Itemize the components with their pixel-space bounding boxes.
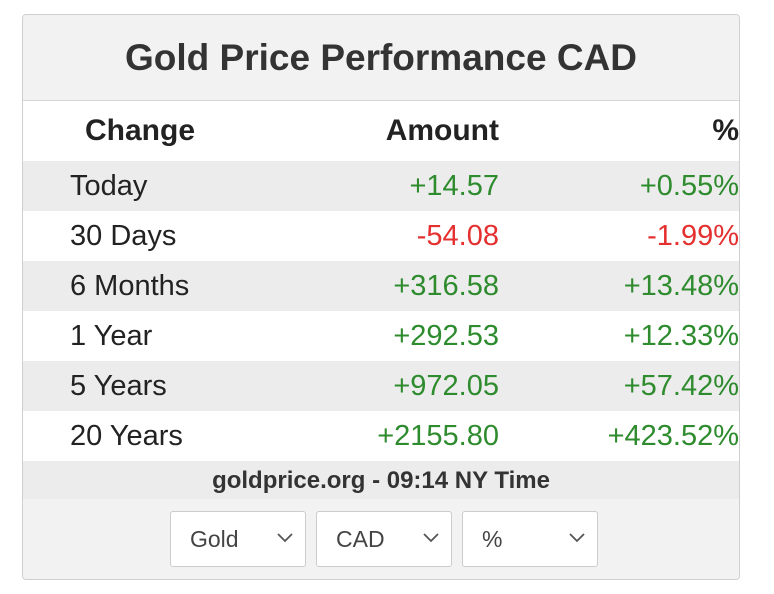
source-timestamp: goldprice.org - 09:14 NY Time	[23, 461, 739, 499]
table-row: 20 Years +2155.80 +423.52%	[23, 411, 739, 461]
performance-table: Change Amount % Today +14.57 +0.55% 30 D…	[23, 101, 739, 461]
table-row: Today +14.57 +0.55%	[23, 161, 739, 211]
currency-select-value: CAD	[336, 526, 385, 552]
table-header-row: Change Amount %	[23, 101, 739, 161]
metal-select[interactable]: Gold	[170, 511, 306, 567]
row-amount: +14.57	[284, 161, 499, 211]
chevron-down-icon	[569, 533, 585, 543]
selector-bar: Gold CAD %	[23, 499, 739, 579]
widget-title: Gold Price Performance CAD	[23, 15, 739, 101]
row-period-label: 20 Years	[70, 419, 183, 452]
table-row: 1 Year +292.53 +12.33%	[23, 311, 739, 361]
row-percent: +0.55%	[499, 161, 739, 211]
table-row: 5 Years +972.05 +57.42%	[23, 361, 739, 411]
chevron-down-icon	[423, 533, 439, 543]
mode-select-value: %	[482, 526, 503, 552]
row-percent: +13.48%	[499, 261, 739, 311]
row-period-label: 1 Year	[70, 319, 153, 352]
row-amount: +972.05	[284, 361, 499, 411]
column-header-amount: Amount	[385, 114, 499, 147]
table-row: 6 Months +316.58 +13.48%	[23, 261, 739, 311]
mode-select[interactable]: %	[462, 511, 598, 567]
row-amount: +316.58	[284, 261, 499, 311]
row-amount: +2155.80	[377, 419, 499, 452]
currency-select[interactable]: CAD	[316, 511, 452, 567]
row-period-label: 5 Years	[70, 361, 284, 411]
column-header-percent: %	[712, 114, 739, 147]
row-percent: +57.42%	[499, 361, 739, 411]
row-period-label: Today	[70, 161, 284, 211]
column-header-change: Change	[85, 114, 196, 147]
metal-select-value: Gold	[190, 526, 239, 552]
row-amount: -54.08	[416, 219, 499, 252]
table-row: 30 Days -54.08 -1.99%	[23, 211, 739, 261]
row-amount: +292.53	[393, 319, 499, 352]
row-period-label: 30 Days	[70, 219, 177, 252]
gold-performance-widget: Gold Price Performance CAD Change Amount…	[22, 14, 740, 580]
row-percent: -1.99%	[647, 219, 739, 252]
chevron-down-icon	[277, 533, 293, 543]
row-percent: +423.52%	[607, 419, 739, 452]
row-period-label: 6 Months	[70, 261, 284, 311]
row-percent: +12.33%	[623, 319, 739, 352]
